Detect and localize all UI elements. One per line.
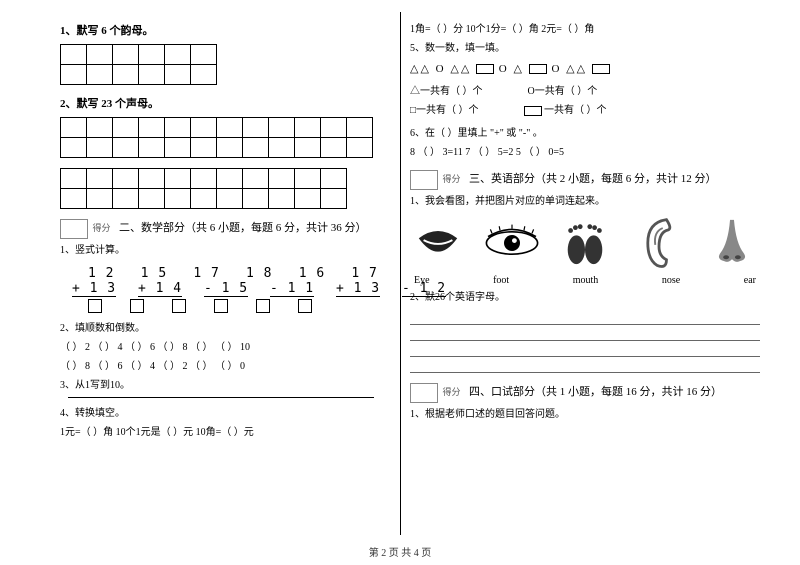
section3-title: 三、英语部分（共 2 小题，每题 6 分，共计 12 分） — [469, 173, 717, 185]
page-footer: 第 2 页 共 4 页 — [0, 544, 800, 559]
ans-box — [88, 299, 102, 313]
seq2: （ ） 8 （ ） 6 （ ） 4 （ ） 2 （ ） （ ） 0 — [60, 359, 382, 374]
section4-title: 四、口试部分（共 1 小题，每题 16 分，共计 16 分） — [469, 386, 722, 398]
arith-bot: - 1 1 — [270, 281, 314, 297]
nose-icon — [704, 215, 760, 271]
math-q3: 3、从1写到10。 — [60, 378, 382, 393]
score-box — [410, 170, 438, 190]
rect-icon — [524, 106, 542, 116]
math-q6: 6、在（ ）里填上 "+" 或 "-" 。 — [410, 126, 760, 141]
ans-box — [214, 299, 228, 313]
eqs: 8 （ ） 3=11 7 （ ） 5=2 5 （ ） 0=5 — [410, 145, 760, 160]
rect-count: 一共有（ ）个 — [544, 105, 607, 116]
grid-23b — [60, 168, 347, 209]
ans-box — [256, 299, 270, 313]
right-column: 1角=（ ）分 10个1分=（ ）角 2元=（ ）角 5、数一数，填一填。 △△… — [400, 0, 800, 540]
arith-bot: - 1 5 — [204, 281, 248, 297]
score-label: 得分 — [443, 174, 461, 184]
word-eye: Eye — [414, 275, 430, 286]
ans-box — [172, 299, 186, 313]
math-q5: 5、数一数，填一填。 — [410, 41, 760, 56]
shape-counts-2: □一共有（ ）个 一共有（ ）个 — [410, 103, 760, 118]
tri-count: △一共有（ ）个 — [410, 86, 483, 97]
arith-top: 1 2 — [88, 266, 119, 281]
score-block-2: 得分 二、数学部分（共 6 小题，每题 6 分，共计 36 分） — [60, 219, 382, 239]
arith-top: 1 5 — [141, 266, 172, 281]
left-column: 1、默写 6 个韵母。 2、默写 23 个声母。 得分 二、数学部分（共 6 小… — [0, 0, 400, 540]
word-ear: ear — [744, 275, 756, 286]
arith-block: 1 2 1 5 1 7 1 8 1 6 1 7 + 1 3 + 1 4 - 1 … — [60, 266, 382, 313]
section2-title: 二、数学部分（共 6 小题，每题 6 分，共计 36 分） — [119, 222, 367, 234]
score-label: 得分 — [93, 223, 111, 233]
math-q4: 4、转换填空。 — [60, 406, 382, 421]
seq1: （ ） 2 （ ） 4 （ ） 6 （ ） 8 （ ） （ ） 10 — [60, 340, 382, 355]
word-foot: foot — [493, 275, 509, 286]
square-count: □一共有（ ）个 — [410, 105, 479, 116]
ans-box — [298, 299, 312, 313]
conv-line: 1元=（ ）角 10个1元是（ ）元 10角=（ ）元 — [60, 425, 382, 440]
score-box — [410, 383, 438, 403]
eng-q2: 2、默26个英语字母。 — [410, 290, 760, 305]
arith-bot: + 1 4 — [138, 281, 182, 297]
ans-box — [130, 299, 144, 313]
english-words: Eye foot mouth nose ear — [410, 275, 760, 286]
grid-6-vowels — [60, 44, 217, 85]
arith-top: 1 8 — [246, 266, 277, 281]
arith-top: 1 7 — [193, 266, 224, 281]
word-mouth: mouth — [573, 275, 599, 286]
score-block-4: 得分 四、口试部分（共 1 小题，每题 16 分，共计 16 分） — [410, 383, 760, 403]
grid-23a — [60, 117, 373, 158]
q2-title: 2、默写 23 个声母。 — [60, 95, 382, 111]
ear-icon — [631, 215, 687, 271]
word-nose: nose — [662, 275, 680, 286]
arith-bot: + 1 3 — [336, 281, 380, 297]
write-line — [68, 397, 374, 398]
score-box — [60, 219, 88, 239]
circle-count: O一共有（ ）个 — [528, 86, 598, 97]
math-q2: 2、填顺数和倒数。 — [60, 321, 382, 336]
q1-title: 1、默写 6 个韵母。 — [60, 22, 382, 38]
oral-q1: 1、根据老师口述的题目回答问题。 — [410, 407, 760, 422]
foot-icon — [557, 215, 613, 271]
eye-icon — [484, 215, 540, 271]
score-label: 得分 — [443, 387, 461, 397]
mouth-icon — [410, 215, 466, 271]
shapes-row: △△ O △△ O △ O △△ — [410, 60, 760, 80]
english-images — [410, 215, 760, 271]
arith-bot: + 1 3 — [72, 281, 116, 297]
arith-top: 1 7 — [351, 266, 382, 281]
shape-counts-1: △一共有（ ）个 O一共有（ ）个 — [410, 84, 760, 99]
arith-top: 1 6 — [299, 266, 330, 281]
eng-q1: 1、我会看图，并把图片对应的单词连起来。 — [410, 194, 760, 209]
writing-lines — [410, 309, 760, 373]
conv2-line: 1角=（ ）分 10个1分=（ ）角 2元=（ ）角 — [410, 22, 760, 37]
math-q1: 1、竖式计算。 — [60, 243, 382, 258]
score-block-3: 得分 三、英语部分（共 2 小题，每题 6 分，共计 12 分） — [410, 170, 760, 190]
